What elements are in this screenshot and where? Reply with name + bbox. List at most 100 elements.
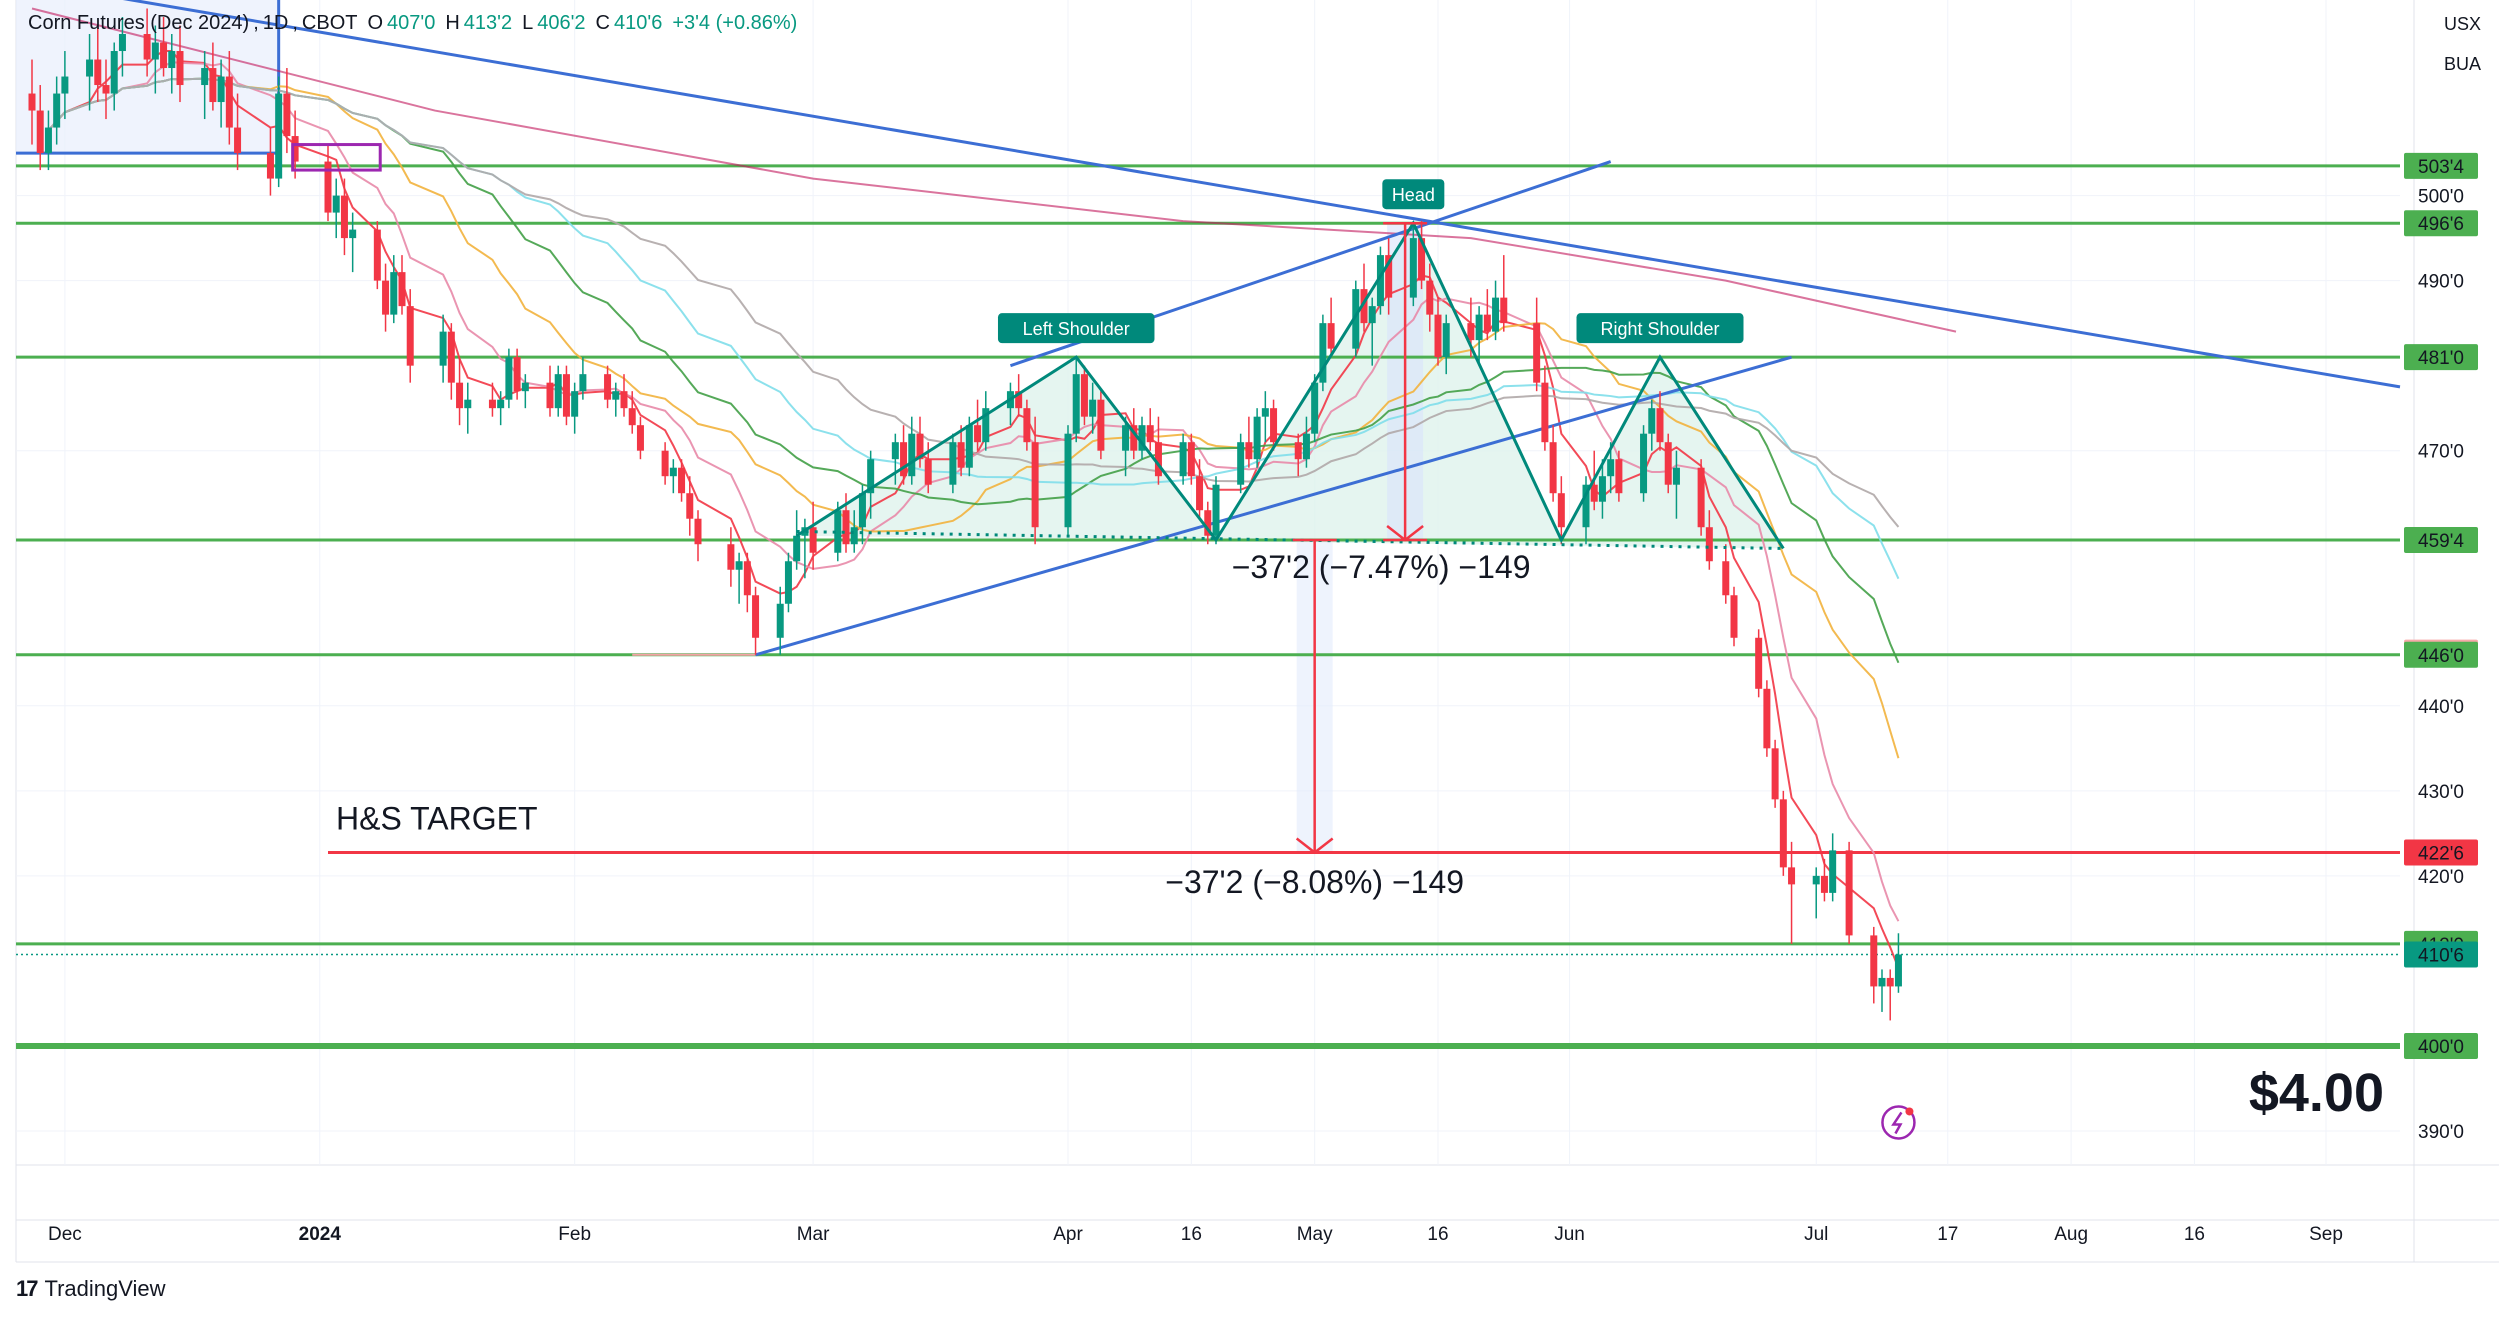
candle bbox=[612, 382, 620, 417]
candle-body bbox=[1722, 561, 1730, 596]
candle-body bbox=[406, 306, 414, 366]
candle-body bbox=[1549, 442, 1557, 494]
candle-body bbox=[1294, 442, 1302, 460]
interval-label[interactable]: 1D bbox=[262, 12, 289, 34]
price-level-tag-text: 459'4 bbox=[2418, 531, 2464, 552]
price-tick-label: 440'0 bbox=[2418, 697, 2464, 718]
candle-body bbox=[1656, 408, 1664, 443]
candle bbox=[743, 552, 751, 613]
candle-body bbox=[1089, 399, 1097, 417]
measure-label-2: −37'2 (−8.08%) −149 bbox=[1165, 864, 1464, 900]
candle-body bbox=[554, 374, 562, 409]
candle-body bbox=[513, 357, 521, 392]
candle-body bbox=[1270, 408, 1278, 443]
time-tick-label: Feb bbox=[558, 1224, 591, 1245]
candle-body bbox=[1409, 238, 1417, 298]
pattern-label-box bbox=[997, 313, 1155, 344]
candle bbox=[1418, 221, 1426, 290]
price-level-tag-box bbox=[2404, 641, 2478, 668]
candle-body bbox=[209, 68, 217, 103]
candle bbox=[1788, 841, 1796, 944]
candle-body bbox=[1615, 459, 1623, 494]
price-level-tag-text: 503'4 bbox=[2418, 157, 2464, 178]
candle bbox=[1697, 459, 1705, 536]
price-level-tag: 410'6 bbox=[2404, 941, 2478, 968]
candle-body bbox=[686, 493, 694, 519]
candle bbox=[1080, 365, 1088, 426]
candle bbox=[1829, 833, 1837, 902]
pattern-label-head: Head bbox=[1392, 185, 1435, 205]
candle bbox=[61, 51, 69, 120]
candle bbox=[1672, 450, 1680, 519]
candle bbox=[1434, 297, 1442, 366]
high-label: H bbox=[445, 12, 460, 34]
candle bbox=[1549, 425, 1557, 502]
candle-body bbox=[1204, 510, 1212, 536]
candle-body bbox=[809, 527, 817, 553]
candle-body bbox=[546, 382, 554, 409]
candle-body bbox=[1442, 323, 1450, 358]
candle-body bbox=[1212, 484, 1220, 536]
candle bbox=[332, 178, 340, 239]
candle-body bbox=[1352, 289, 1360, 349]
candle bbox=[1541, 365, 1549, 451]
candle bbox=[283, 68, 291, 154]
candle bbox=[1368, 297, 1376, 366]
price-level-tag-text: 400'0 bbox=[2418, 1037, 2464, 1058]
candle-body bbox=[1730, 595, 1738, 638]
price-tick-label: 390'0 bbox=[2418, 1122, 2464, 1143]
candle bbox=[1475, 306, 1483, 366]
candle-body bbox=[1820, 875, 1828, 893]
candle bbox=[521, 374, 529, 409]
price-tick-label: 420'0 bbox=[2418, 867, 2464, 888]
candle-body bbox=[1672, 467, 1680, 485]
candle bbox=[1352, 280, 1360, 358]
candle bbox=[488, 382, 496, 417]
candle-body bbox=[340, 195, 348, 239]
candle-body bbox=[382, 280, 390, 315]
candle bbox=[1779, 790, 1787, 876]
pattern-label-box bbox=[1576, 313, 1744, 344]
candle-body bbox=[176, 51, 184, 86]
candle-body bbox=[620, 391, 628, 409]
time-tick-label: 2024 bbox=[299, 1224, 342, 1245]
pattern-label-left-shoulder: Left Shoulder bbox=[1023, 319, 1130, 339]
hs-target-annotation: H&S TARGET bbox=[336, 801, 538, 837]
candle bbox=[44, 110, 52, 171]
candle-body bbox=[1779, 799, 1787, 868]
quantity-unit-label[interactable]: BUA bbox=[2443, 54, 2481, 74]
tradingview-brand[interactable]: 17 TradingView bbox=[16, 1276, 166, 1302]
time-tick-label: 16 bbox=[1427, 1224, 1448, 1245]
price-level-tag-text: 410'6 bbox=[2418, 946, 2464, 967]
candle-body bbox=[924, 459, 932, 485]
candle bbox=[867, 450, 875, 519]
candle-body bbox=[266, 153, 274, 179]
candle bbox=[1820, 858, 1828, 902]
currency-unit-label[interactable]: USX bbox=[2443, 14, 2481, 34]
candle-body bbox=[160, 42, 168, 69]
candle-body bbox=[867, 459, 875, 494]
candle bbox=[554, 365, 562, 417]
symbol-name[interactable]: Corn Futures (Dec 2024) bbox=[28, 12, 250, 34]
candle-body bbox=[447, 331, 455, 383]
candle bbox=[439, 314, 447, 383]
candle bbox=[1212, 476, 1220, 545]
candle-body bbox=[390, 272, 398, 315]
candle-body bbox=[201, 68, 209, 86]
candle-body bbox=[1023, 408, 1031, 443]
candle-body bbox=[1541, 382, 1549, 443]
candle-body bbox=[1788, 867, 1796, 885]
candle bbox=[1582, 476, 1590, 545]
moving-average-line bbox=[47, 61, 1900, 922]
price-level-tag: 422'6 bbox=[2404, 839, 2478, 866]
candle bbox=[949, 433, 957, 494]
candle bbox=[275, 76, 283, 188]
pattern-label-right-shoulder: Right Shoulder bbox=[1600, 319, 1719, 339]
candle-body bbox=[464, 399, 472, 409]
candle-body bbox=[669, 467, 677, 477]
price-level-tag-box bbox=[2404, 941, 2478, 968]
candle bbox=[1031, 416, 1039, 545]
candle bbox=[1089, 382, 1097, 434]
candle bbox=[1294, 433, 1302, 477]
